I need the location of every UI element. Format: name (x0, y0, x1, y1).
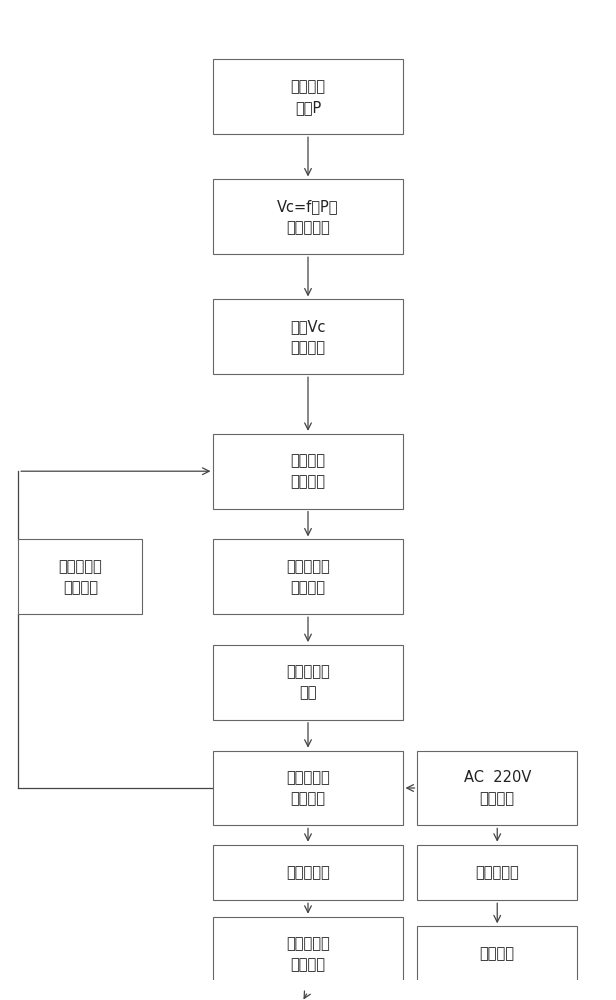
Bar (213, 917, 403, 992)
Text: 设定功率
密度P: 设定功率 密度P (291, 79, 325, 115)
Text: 输出Vc
控制信号: 输出Vc 控制信号 (290, 319, 326, 355)
Text: 升压变压器: 升压变压器 (286, 865, 330, 880)
Bar (213, 645, 403, 720)
Text: AC  220V
电源供电: AC 220V 电源供电 (464, 770, 531, 806)
Bar (213, 751, 403, 825)
Bar (213, 845, 403, 900)
Text: 伺服电动机
动作: 伺服电动机 动作 (286, 664, 330, 700)
Text: 双比较器
控制电路: 双比较器 控制电路 (291, 453, 325, 489)
Text: 自耦变压器
改变电压: 自耦变压器 改变电压 (286, 770, 330, 806)
Bar (213, 299, 403, 374)
Text: 灯丝变压器: 灯丝变压器 (476, 865, 519, 880)
Text: 变送器反馈
电压信号: 变送器反馈 电压信号 (59, 559, 102, 595)
Text: Vc=f（P）
非线性校正: Vc=f（P） 非线性校正 (277, 199, 339, 235)
Bar (213, 434, 403, 509)
Bar (418, 751, 577, 825)
Text: 灯丝加热: 灯丝加热 (480, 947, 515, 962)
Bar (418, 845, 577, 900)
Bar (418, 926, 577, 982)
Text: 谐振腔阳极
电压变化: 谐振腔阳极 电压变化 (286, 936, 330, 972)
Bar (213, 179, 403, 254)
Bar (213, 539, 403, 614)
Text: 电磁继电器
执行电路: 电磁继电器 执行电路 (286, 559, 330, 595)
Bar (213, 59, 403, 134)
Bar (18, 539, 142, 614)
